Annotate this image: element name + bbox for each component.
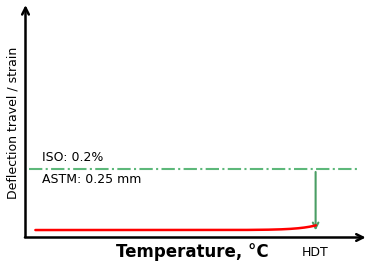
Text: ASTM: 0.25 mm: ASTM: 0.25 mm: [42, 173, 141, 187]
X-axis label: Temperature, °C: Temperature, °C: [116, 243, 268, 261]
Text: ISO: 0.2%: ISO: 0.2%: [42, 151, 103, 164]
Y-axis label: Deflection travel / strain: Deflection travel / strain: [7, 47, 20, 199]
Text: HDT: HDT: [302, 246, 329, 259]
